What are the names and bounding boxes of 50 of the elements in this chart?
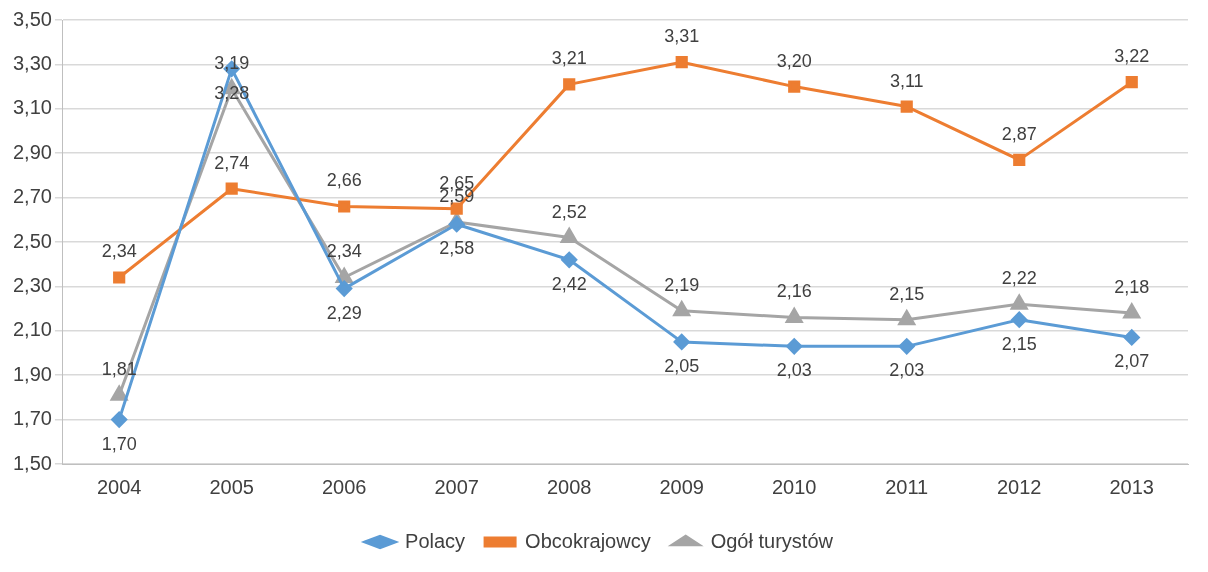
x-tick-label: 2008 — [546, 475, 592, 498]
x-tick-label: 2005 — [209, 475, 254, 498]
data-label: 2,29 — [326, 302, 362, 323]
data-label: 2,16 — [776, 281, 812, 302]
data-label: 3,19 — [214, 52, 250, 73]
y-tick-label: 1,50 — [12, 451, 52, 474]
x-tick-label: 2013 — [1109, 475, 1154, 498]
legend-label: Ogół turystów — [710, 529, 834, 552]
data-label: 3,22 — [1114, 46, 1150, 67]
y-tick-label: 3,30 — [12, 51, 52, 74]
x-tick-label: 2009 — [659, 475, 704, 498]
data-label: 2,52 — [551, 201, 587, 222]
data-label: 3,20 — [776, 50, 812, 71]
y-tick-label: 2,10 — [12, 318, 52, 341]
data-label: 2,15 — [1001, 333, 1037, 354]
data-label: 3,11 — [889, 70, 924, 91]
y-tick-label: 1,90 — [12, 362, 52, 385]
data-label: 1,70 — [101, 433, 137, 454]
y-tick-label: 2,50 — [12, 229, 52, 252]
data-label: 2,34 — [101, 241, 137, 262]
x-tick-label: 2010 — [771, 475, 817, 498]
legend-label: Obcokrajowcy — [525, 529, 651, 552]
x-tick-label: 2012 — [996, 475, 1042, 498]
x-tick-label: 2007 — [434, 475, 479, 498]
data-label: 2,34 — [326, 241, 362, 262]
data-label: 2,66 — [326, 170, 362, 191]
data-label: 2,19 — [664, 274, 700, 295]
y-tick-label: 2,30 — [12, 273, 52, 296]
y-tick-label: 2,90 — [12, 140, 52, 163]
data-label: 2,22 — [1001, 268, 1037, 289]
data-label: 2,18 — [1114, 277, 1150, 298]
data-label: 2,87 — [1001, 123, 1037, 144]
data-label: 2,15 — [889, 283, 925, 304]
y-tick-label: 1,70 — [12, 407, 52, 430]
data-label: 3,31 — [664, 26, 700, 47]
data-label: 2,03 — [776, 360, 812, 381]
legend-label: Polacy — [405, 529, 466, 552]
y-tick-label: 2,70 — [12, 185, 52, 208]
data-label: 2,07 — [1114, 351, 1150, 372]
data-label: 2,05 — [664, 355, 700, 376]
y-tick-label: 3,50 — [12, 7, 52, 30]
data-label: 2,58 — [439, 238, 475, 259]
data-label: 2,42 — [551, 273, 587, 294]
y-tick-label: 3,10 — [12, 96, 52, 119]
data-label: 2,03 — [889, 360, 925, 381]
x-tick-label: 2006 — [321, 475, 367, 498]
x-tick-label: 2011 — [885, 475, 929, 498]
data-label: 2,74 — [214, 152, 250, 173]
x-tick-label: 2004 — [96, 475, 142, 498]
data-label: 3,21 — [551, 48, 587, 69]
